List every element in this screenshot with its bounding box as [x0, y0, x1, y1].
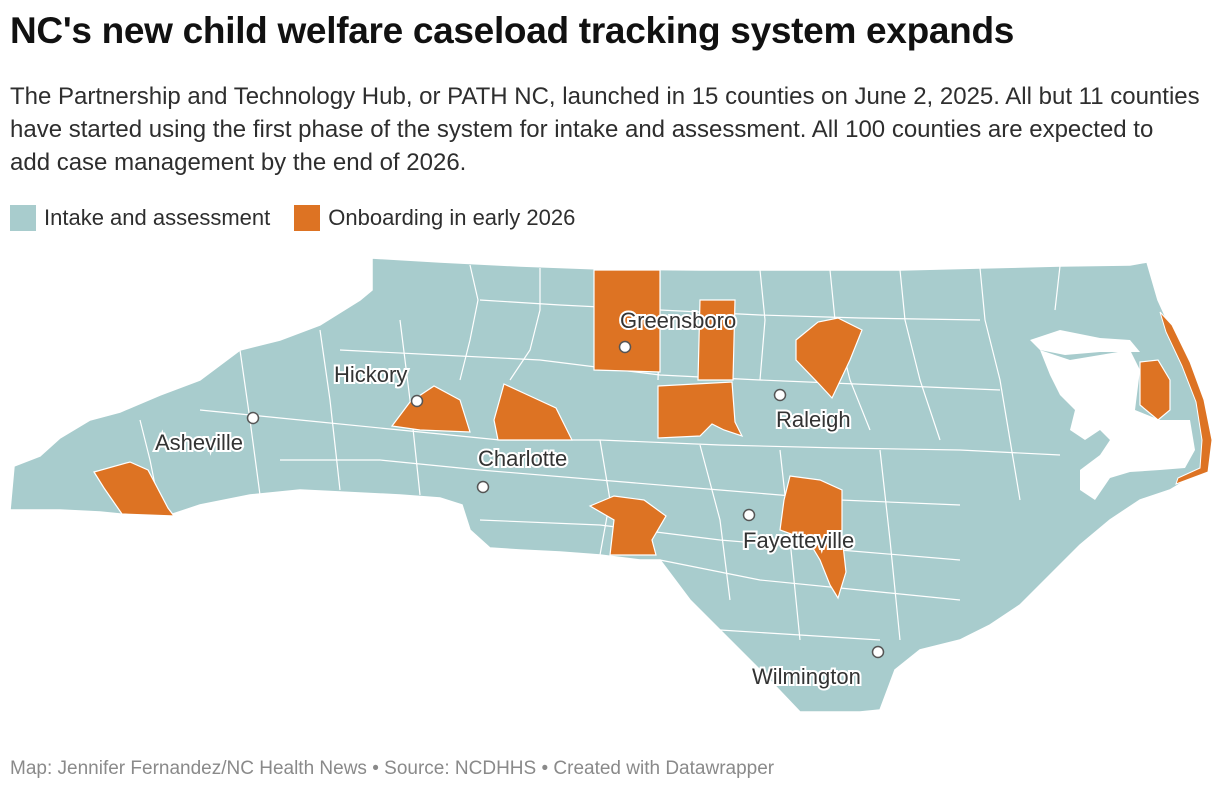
legend-swatch-onboarding [294, 205, 321, 231]
county-richmond [588, 495, 667, 556]
city-label-greensboro: Greensboro [620, 308, 736, 333]
county-chatham [657, 381, 744, 439]
county-macon [93, 461, 176, 517]
chart-footer: Map: Jennifer Fernandez/NC Health News •… [10, 758, 775, 779]
city-labels: Greensboro Hickory Raleigh Asheville Cha… [153, 306, 863, 691]
state-outline [9, 257, 1209, 713]
legend-item-onboarding: Onboarding in early 2026 [294, 205, 575, 231]
county-catawba [390, 385, 471, 433]
county-granville [795, 317, 863, 400]
county-randolph-north [697, 299, 736, 381]
city-dot-greensboro [618, 340, 632, 354]
pamlico-sound [1040, 350, 1195, 500]
city-dot-fayetteville [742, 508, 756, 522]
onboarding-counties [93, 269, 1171, 600]
city-markers [246, 340, 885, 659]
county-hyde [1139, 359, 1171, 421]
nc-county-map: Greensboro Hickory Raleigh Asheville Cha… [9, 257, 1213, 713]
county-iredell [493, 383, 573, 441]
county-outer-banks-dare [1159, 311, 1213, 485]
albemarle-sound [1030, 330, 1140, 355]
city-dot-raleigh [773, 388, 787, 402]
city-label-asheville: Asheville [155, 430, 243, 455]
legend-item-intake: Intake and assessment [10, 205, 270, 231]
legend-swatch-intake [10, 205, 36, 231]
county-harnett-cumberland-bladen [779, 475, 847, 600]
legend: Intake and assessment Onboarding in earl… [10, 205, 575, 231]
city-dot-asheville [246, 411, 260, 425]
city-dot-wilmington [871, 645, 885, 659]
city-dot-hickory [410, 394, 424, 408]
city-dot-charlotte [476, 480, 490, 494]
city-label-fayetteville: Fayetteville [743, 528, 854, 553]
county-guilford [593, 269, 661, 373]
city-label-wilmington: Wilmington [752, 664, 861, 689]
city-label-raleigh: Raleigh [776, 407, 851, 432]
chart-title: NC's new child welfare caseload tracking… [10, 10, 1015, 51]
city-label-charlotte: Charlotte [478, 446, 567, 471]
legend-label-intake: Intake and assessment [44, 205, 271, 230]
city-label-hickory: Hickory [334, 362, 407, 387]
chart-subtitle: The Partnership and Technology Hub, or P… [10, 83, 1200, 176]
legend-label-onboarding: Onboarding in early 2026 [328, 205, 576, 230]
